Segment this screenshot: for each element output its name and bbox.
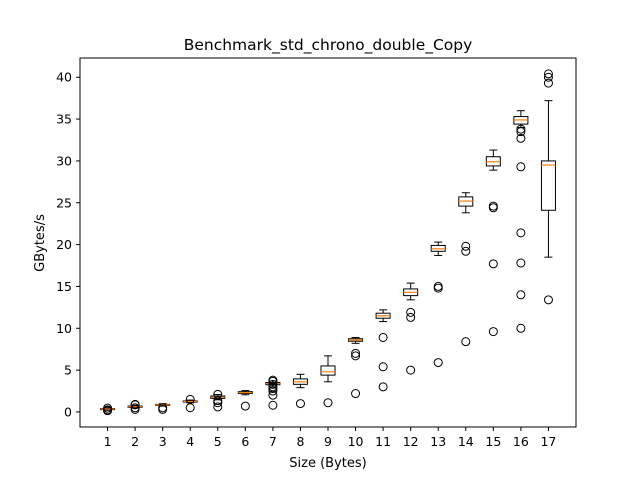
outlier-point [378, 362, 388, 372]
y-tick-label: 35 [56, 112, 72, 127]
outlier-point [488, 327, 498, 337]
x-tick-label: 10 [348, 434, 364, 449]
outlier-point [213, 389, 223, 399]
outlier-point [295, 399, 305, 409]
x-tick-label: 16 [513, 434, 529, 449]
x-tick-label: 12 [403, 434, 419, 449]
outlier-point [406, 307, 416, 317]
box-14 [458, 192, 474, 347]
chart-title: Benchmark_std_chrono_double_Copy [184, 36, 473, 55]
outlier-point [268, 382, 278, 392]
outlier-point [240, 401, 250, 411]
outlier-point [268, 379, 278, 389]
box-10 [348, 336, 364, 399]
outlier-point [516, 258, 526, 268]
x-tick-label: 2 [131, 434, 139, 449]
outlier-point [213, 402, 223, 412]
outlier-point [433, 281, 443, 291]
outlier-point [378, 382, 388, 392]
outlier-point [406, 312, 416, 322]
x-tick-label: 5 [214, 434, 222, 449]
box-13 [430, 241, 446, 368]
x-tick-label: 15 [485, 434, 501, 449]
box-1 [100, 403, 116, 416]
iqr-box [320, 365, 336, 376]
box-6 [237, 390, 253, 411]
y-tick-label: 5 [64, 363, 72, 378]
outlier-point [268, 400, 278, 410]
y-tick-label: 40 [56, 70, 72, 85]
x-tick-label: 17 [540, 434, 556, 449]
outlier-point [516, 162, 526, 172]
box-3 [155, 403, 171, 414]
outlier-point [130, 399, 140, 409]
outlier-point [461, 246, 471, 256]
box-11 [375, 309, 391, 392]
outlier-point [268, 386, 278, 396]
y-tick-label: 25 [56, 195, 72, 210]
outlier-point [185, 394, 195, 404]
box-9 [320, 355, 336, 408]
box-15 [485, 149, 501, 337]
box-17 [540, 69, 556, 305]
x-axis-label: Size (Bytes) [289, 456, 366, 471]
outlier-point [378, 332, 388, 342]
outlier-point [158, 403, 168, 413]
outlier-point [543, 78, 553, 88]
x-tick-label: 1 [104, 434, 112, 449]
box-12 [403, 282, 419, 375]
outlier-point [103, 403, 113, 413]
x-tick-label: 13 [430, 434, 446, 449]
outlier-point [516, 133, 526, 143]
outlier-point [516, 290, 526, 300]
outlier-point [351, 389, 361, 399]
y-tick-label: 15 [56, 279, 72, 294]
outlier-point [543, 295, 553, 305]
axis-ticks: 1 2 3 4 5 6 7 8 9 10 11 12 13 14 15 16 17051015202530354… [56, 70, 556, 449]
plot-area [100, 69, 556, 416]
outlier-point [213, 396, 223, 406]
outlier-point [516, 127, 526, 137]
x-tick-label: 4 [186, 434, 194, 449]
outlier-point [130, 403, 140, 413]
y-tick-label: 10 [56, 321, 72, 336]
outlier-point [461, 337, 471, 347]
box-8 [292, 373, 308, 409]
box-5 [210, 389, 226, 412]
outlier-point [323, 398, 333, 408]
x-tick-label: 11 [375, 434, 391, 449]
iqr-box [540, 160, 556, 211]
y-axis-label: GBytes/s [33, 214, 48, 272]
x-tick-label: 7 [269, 434, 277, 449]
outlier-point [516, 228, 526, 238]
outlier-point [461, 241, 471, 251]
x-tick-label: 8 [296, 434, 304, 449]
outlier-point [406, 365, 416, 375]
box-7 [265, 375, 281, 410]
outlier-point [543, 72, 553, 82]
y-tick-label: 30 [56, 153, 72, 168]
x-tick-label: 6 [241, 434, 249, 449]
x-tick-label: 14 [458, 434, 474, 449]
box-4 [182, 394, 198, 413]
outlier-point [433, 358, 443, 368]
x-tick-label: 9 [324, 434, 332, 449]
outlier-point [351, 348, 361, 358]
box-2 [127, 399, 143, 414]
x-tick-label: 3 [159, 434, 167, 449]
y-tick-label: 0 [64, 404, 72, 419]
box-16 [513, 110, 529, 333]
outlier-point [351, 351, 361, 361]
outlier-point [488, 259, 498, 269]
outlier-point [516, 124, 526, 134]
outlier-point [516, 323, 526, 333]
outlier-point [268, 376, 278, 386]
outlier-point [488, 201, 498, 211]
y-tick-label: 20 [56, 237, 72, 252]
outlier-point [543, 69, 553, 79]
